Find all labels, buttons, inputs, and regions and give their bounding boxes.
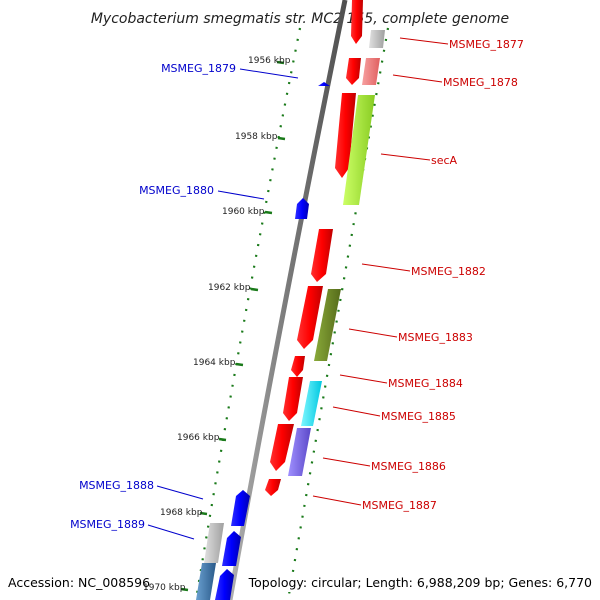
cog-box — [196, 563, 216, 600]
scale-tick — [264, 210, 273, 215]
leader-line — [156, 485, 204, 500]
leader-line — [392, 74, 443, 83]
cog-category-boxes — [288, 30, 385, 476]
leader-line — [332, 406, 381, 417]
cog-box — [369, 30, 385, 48]
leader-line — [239, 68, 299, 79]
gene-label[interactable]: MSMEG_1882 — [411, 265, 486, 278]
reverse-strand-genes — [215, 82, 330, 600]
scale-ticks — [180, 60, 286, 592]
forward-leader-lines — [312, 37, 449, 506]
gene-msmeg-1880[interactable] — [295, 198, 309, 219]
scale-labels: 1956 kbp 1958 kbp 1960 kbp 1962 kbp 1964… — [143, 56, 291, 593]
footer-accession: Accession: NC_008596 — [8, 575, 150, 590]
gene-label[interactable]: MSMEG_1888 — [79, 479, 154, 492]
gene-label[interactable]: MSMEG_1880 — [139, 184, 214, 197]
gene-msmeg-1886[interactable] — [270, 424, 294, 471]
scale-tick — [218, 437, 227, 442]
gene-msmeg-1888[interactable] — [231, 490, 250, 526]
leader-line — [312, 495, 362, 506]
scale-label: 1962 kbp — [208, 283, 251, 293]
gene-msmeg-1884[interactable] — [291, 356, 305, 377]
gene-seca[interactable] — [335, 93, 356, 178]
gene-msmeg-1887[interactable] — [265, 479, 281, 496]
cog-box — [314, 289, 341, 361]
cog-category-boxes-left — [196, 523, 224, 600]
gene-reverse-partial[interactable] — [215, 569, 234, 600]
scale-tick — [235, 362, 244, 367]
gene-label[interactable]: MSMEG_1889 — [70, 518, 145, 531]
footer-topology: Topology: circular; Length: 6,988,209 bp… — [248, 575, 592, 590]
gene-msmeg-1885[interactable] — [283, 377, 303, 421]
gene-msmeg-1883[interactable] — [297, 286, 323, 349]
gene-label[interactable]: MSMEG_1878 — [443, 76, 518, 89]
map-title: Mycobacterium smegmatis str. MC2 155, co… — [91, 11, 509, 27]
gene-label[interactable]: MSMEG_1883 — [398, 331, 473, 344]
gene-label[interactable]: MSMEG_1879 — [161, 62, 236, 75]
leader-line — [339, 374, 388, 384]
gene-msmeg-1882[interactable] — [311, 229, 333, 282]
scale-label: 1956 kbp — [248, 56, 291, 66]
footer-accession-bg — [4, 572, 144, 592]
gene-label[interactable]: MSMEG_1886 — [371, 460, 446, 473]
scale-label: 1966 kbp — [177, 433, 220, 443]
scale-label: 1964 kbp — [193, 358, 236, 368]
leader-line — [322, 457, 371, 467]
reverse-gene-labels: MSMEG_1879 MSMEG_1880 MSMEG_1888 MSMEG_1… — [70, 62, 236, 531]
gene-msmeg-1879[interactable] — [318, 82, 330, 86]
scale-tick — [276, 60, 285, 65]
scale-tick — [199, 511, 208, 516]
gene-label[interactable]: MSMEG_1884 — [388, 377, 463, 390]
forward-strand-genes — [265, 0, 363, 496]
scale-label: 1958 kbp — [235, 132, 278, 142]
leader-line — [217, 190, 265, 200]
gene-label[interactable]: secA — [431, 154, 458, 167]
leader-line — [380, 153, 431, 161]
scale-tick — [277, 136, 286, 141]
cog-box — [288, 428, 311, 476]
scale-track-right — [286, 27, 390, 600]
gene-msmeg-1878[interactable] — [346, 58, 361, 85]
scale-label: 1970 kbp — [143, 583, 186, 593]
cog-box — [204, 523, 224, 563]
scale-label: 1960 kbp — [222, 207, 265, 217]
gene-label[interactable]: MSMEG_1877 — [449, 38, 524, 51]
gene-msmeg-1889[interactable] — [222, 531, 241, 566]
cog-box — [301, 381, 322, 426]
leader-line — [399, 37, 449, 45]
reverse-leader-lines — [147, 68, 299, 540]
footer-topology-bg — [256, 572, 596, 592]
leader-line — [361, 263, 411, 272]
leader-line — [147, 524, 195, 540]
gene-label[interactable]: MSMEG_1887 — [362, 499, 437, 512]
gene-label[interactable]: MSMEG_1885 — [381, 410, 456, 423]
leader-line — [348, 328, 398, 338]
gene-msmeg-1877[interactable] — [351, 0, 363, 44]
scale-tick — [250, 287, 259, 292]
scale-tick — [180, 587, 189, 592]
scale-label: 1968 kbp — [160, 508, 203, 518]
cog-box — [343, 95, 375, 205]
cog-box — [362, 58, 380, 85]
forward-gene-labels: MSMEG_1877 MSMEG_1878 secA MSMEG_1882 MS… — [362, 38, 524, 512]
